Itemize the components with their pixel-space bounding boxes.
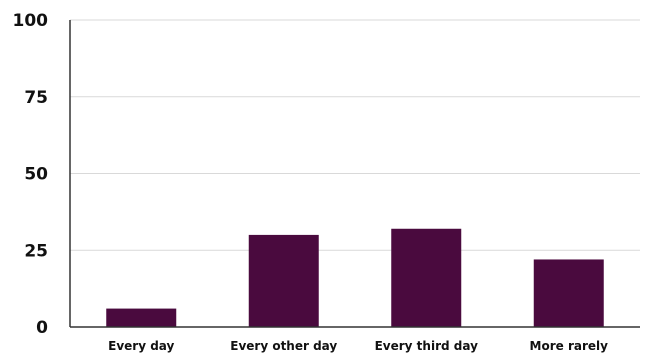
x-category-label: Every day <box>108 339 174 353</box>
y-axis-ticks: 0 25 50 75 100 <box>13 11 49 338</box>
y-tick-label: 25 <box>24 241 48 261</box>
bars <box>106 228 604 327</box>
bar-every-other-day <box>248 234 319 327</box>
bar-every-third-day <box>391 228 462 327</box>
bar-more-rarely <box>533 259 604 327</box>
y-tick-label: 0 <box>36 318 48 338</box>
x-axis-labels: Every day Every other day Every third day M… <box>108 339 608 353</box>
y-tick-label: 100 <box>13 11 49 31</box>
bar-every-day <box>106 308 177 327</box>
y-tick-label: 75 <box>24 88 48 108</box>
x-category-label: Every third day <box>375 339 478 353</box>
x-category-label: More rarely <box>530 339 609 353</box>
x-category-label: Every other day <box>230 339 337 353</box>
y-tick-label: 50 <box>24 165 48 185</box>
gridlines <box>70 19 640 251</box>
